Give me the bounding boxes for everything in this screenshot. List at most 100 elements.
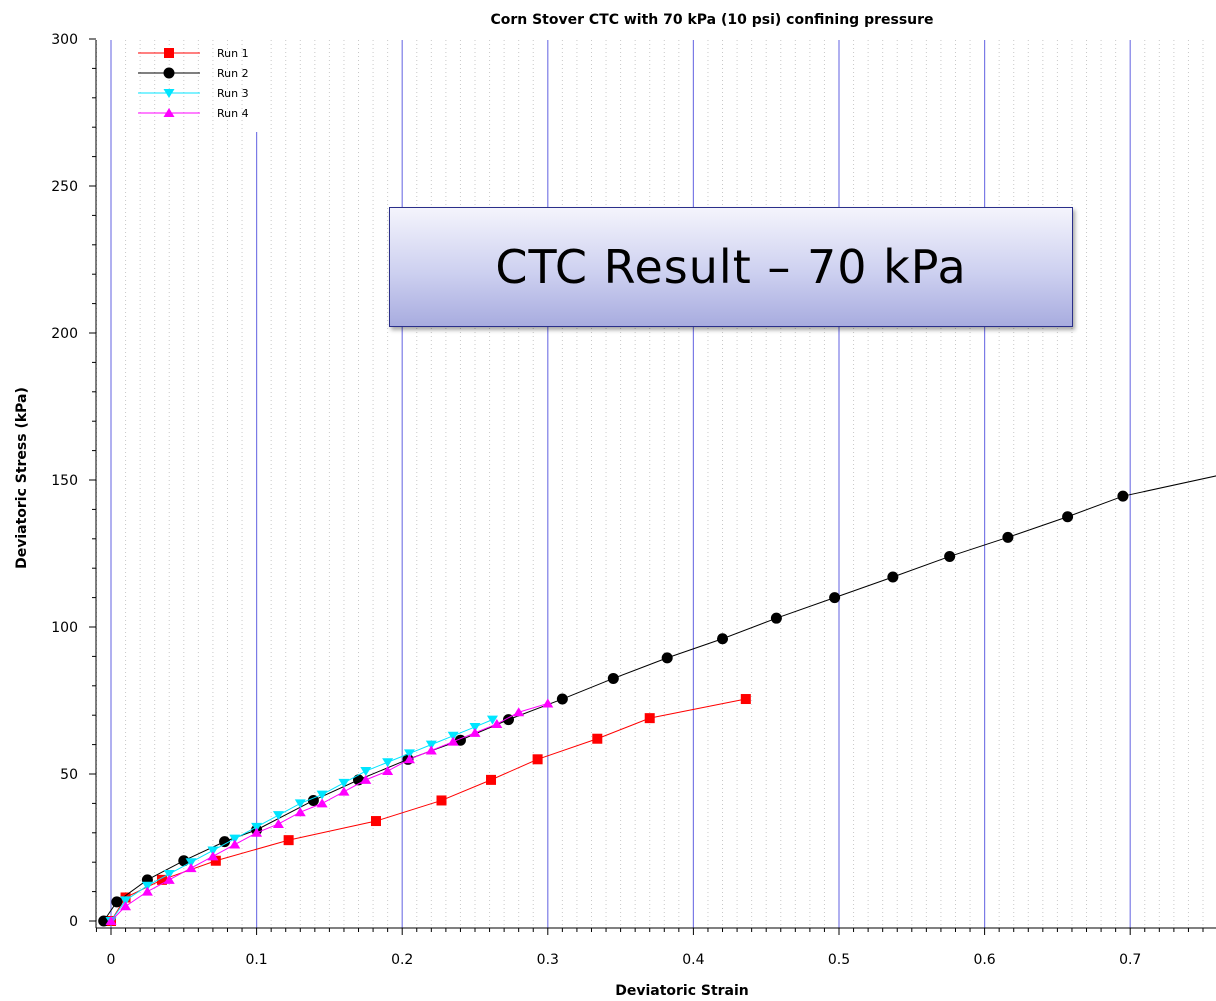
data-point xyxy=(316,798,328,808)
legend-marker xyxy=(164,48,174,58)
data-point xyxy=(1062,511,1074,523)
data-point xyxy=(229,834,241,844)
x-tick-label: 0.5 xyxy=(828,952,850,968)
data-point xyxy=(178,855,190,867)
y-axis-label: Deviatoric Stress (kPa) xyxy=(14,387,30,569)
data-point xyxy=(163,874,175,884)
data-point xyxy=(360,774,372,784)
data-point xyxy=(283,835,294,846)
legend-label: Run 4 xyxy=(217,107,249,120)
data-point xyxy=(120,901,132,911)
y-tick-label: 0 xyxy=(69,914,78,930)
data-point xyxy=(120,896,132,906)
legend-marker xyxy=(163,89,175,98)
data-point xyxy=(661,652,673,664)
data-point xyxy=(556,693,568,705)
x-tick-label: 0.7 xyxy=(1119,952,1141,968)
data-point xyxy=(370,816,381,827)
y-tick-label: 300 xyxy=(51,32,78,48)
data-point xyxy=(272,811,284,821)
legend-label: Run 1 xyxy=(217,47,249,60)
data-point xyxy=(382,766,394,776)
data-point xyxy=(382,758,394,768)
data-point xyxy=(1002,531,1014,543)
data-point xyxy=(770,612,782,624)
data-point xyxy=(207,851,219,861)
data-point xyxy=(542,698,554,708)
ticks: 0 0.1 0.2 0.3 0.4 0.5 0.6 0.7 0 50 100 150 200 250 300 xyxy=(51,32,1204,968)
data-point xyxy=(436,795,447,806)
series xyxy=(98,475,1216,927)
data-point xyxy=(272,818,284,828)
data-point xyxy=(592,733,603,744)
data-point xyxy=(425,745,437,755)
data-point xyxy=(403,754,415,764)
data-point xyxy=(219,836,231,848)
y-tick-label: 200 xyxy=(51,326,78,342)
data-point xyxy=(944,550,956,562)
data-point xyxy=(486,715,498,725)
series-1 xyxy=(106,694,751,926)
data-point xyxy=(251,827,263,837)
data-point xyxy=(294,799,306,809)
data-point xyxy=(105,916,117,925)
y-tick-label: 150 xyxy=(51,473,78,489)
result-callout-box: CTC Result – 70 kPa xyxy=(389,207,1073,327)
data-point xyxy=(141,886,153,896)
series-4 xyxy=(105,698,554,925)
data-point xyxy=(447,736,459,746)
data-point xyxy=(111,896,123,908)
data-point xyxy=(210,855,221,866)
y-tick-label: 50 xyxy=(60,767,78,783)
legend: Run 1 Run 2 Run 3 Run 4 xyxy=(138,47,249,120)
y-tick-label: 100 xyxy=(51,620,78,636)
x-tick-label: 0.4 xyxy=(682,952,704,968)
y-tick-label: 250 xyxy=(51,179,78,195)
data-point xyxy=(1117,490,1129,502)
data-point xyxy=(425,740,437,750)
grid xyxy=(95,40,1204,928)
data-point xyxy=(403,749,415,759)
data-point xyxy=(185,863,197,873)
data-point xyxy=(607,672,619,684)
data-point xyxy=(491,719,503,729)
data-point xyxy=(532,754,543,765)
data-point xyxy=(447,731,459,741)
data-point xyxy=(338,786,350,796)
data-point xyxy=(740,694,751,705)
data-point xyxy=(469,727,481,737)
data-point xyxy=(185,858,197,868)
data-point xyxy=(163,869,175,879)
data-point xyxy=(486,774,497,785)
x-tick-label: 0 xyxy=(107,952,116,968)
x-tick-label: 0.2 xyxy=(391,952,413,968)
data-point xyxy=(251,822,263,832)
x-tick-label: 0.1 xyxy=(245,952,267,968)
x-axis-label: Deviatoric Strain xyxy=(615,983,749,999)
data-point xyxy=(294,807,306,817)
legend-label: Run 2 xyxy=(217,67,249,80)
series-line xyxy=(110,698,746,922)
data-point xyxy=(360,767,372,777)
x-tick-label: 0.3 xyxy=(537,952,559,968)
legend-marker xyxy=(163,108,175,117)
data-point xyxy=(887,571,899,583)
legend-label: Run 3 xyxy=(217,87,249,100)
data-point xyxy=(469,722,481,732)
data-point xyxy=(717,633,729,645)
x-tick-label: 0.6 xyxy=(973,952,995,968)
data-point xyxy=(156,874,167,885)
result-callout-text: CTC Result – 70 kPa xyxy=(495,240,967,294)
data-point xyxy=(229,839,241,849)
data-point xyxy=(141,881,153,891)
data-point xyxy=(207,846,219,856)
data-point xyxy=(644,713,655,724)
data-point xyxy=(307,794,319,806)
data-point xyxy=(502,714,514,726)
legend-marker xyxy=(163,67,175,79)
axes xyxy=(95,40,1216,929)
data-point xyxy=(338,778,350,788)
chart-title: Corn Stover CTC with 70 kPa (10 psi) con… xyxy=(490,12,933,28)
